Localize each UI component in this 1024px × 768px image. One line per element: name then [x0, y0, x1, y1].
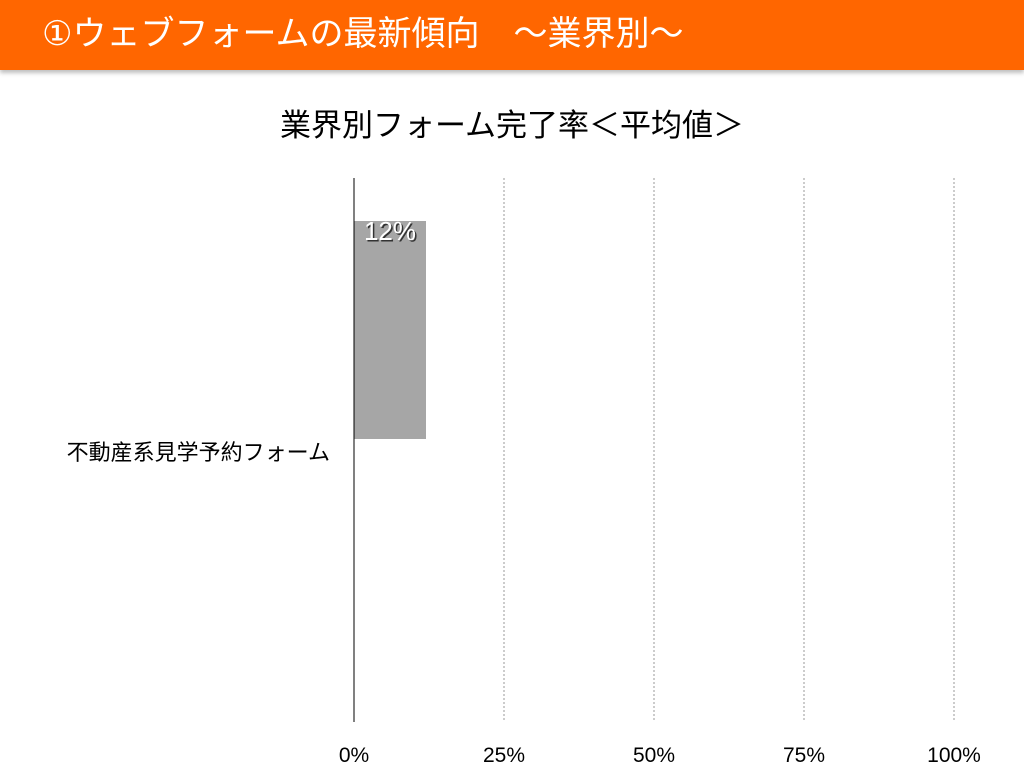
x-tick-label: 75% — [783, 744, 825, 767]
header-bar: ①ウェブフォームの最新傾向 ～業界別～ — [0, 0, 1024, 70]
page-title: ①ウェブフォームの最新傾向 ～業界別～ — [42, 14, 684, 54]
x-tick-label: 100% — [927, 744, 981, 767]
category-label: 不動産系見学予約フォーム — [67, 441, 330, 466]
x-tick-label: 25% — [483, 744, 525, 767]
chart-title: 業界別フォーム完了率＜平均値＞ — [279, 108, 745, 144]
bar — [354, 221, 426, 439]
x-tick-label: 50% — [633, 744, 675, 767]
bar-data-label: 12% — [364, 216, 416, 246]
bar-data-label-shadow: 12% — [365, 217, 417, 247]
x-tick-label: 0% — [339, 744, 369, 767]
